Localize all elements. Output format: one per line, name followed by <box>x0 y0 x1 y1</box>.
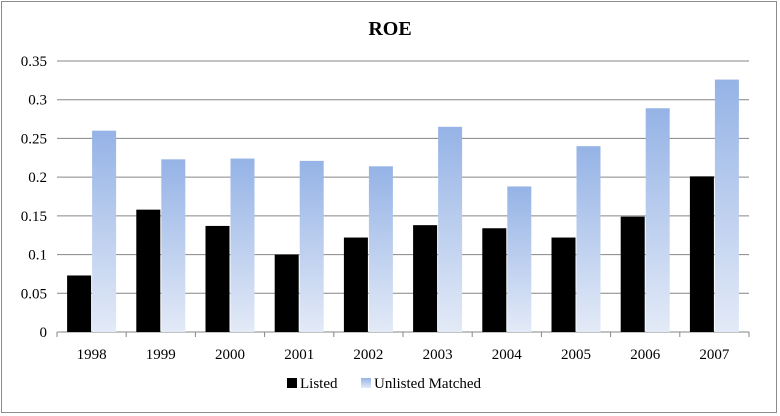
x-tick-label: 1998 <box>77 347 107 363</box>
x-tick-label: 2000 <box>215 347 245 363</box>
legend-swatch-unlisted-matched <box>361 378 371 388</box>
bars <box>67 79 739 332</box>
y-tick-label: 0.2 <box>28 170 47 186</box>
x-tick-label: 2001 <box>284 347 314 363</box>
x-axis: 1998 1999 2000 2001 2002 2003 2004 2005 2006 2007 <box>56 332 750 363</box>
y-tick-label: 0.15 <box>21 209 47 225</box>
y-axis: 0 0.05 0.1 0.15 0.2 0.25 0.3 0.35 <box>21 54 47 341</box>
x-tick-label: 1999 <box>146 347 176 363</box>
bar-listed-2000 <box>205 225 230 332</box>
bar-unlisted-matched-1998 <box>92 130 117 332</box>
bar-unlisted-matched-2004 <box>507 186 532 332</box>
bar-listed-1999 <box>136 209 161 332</box>
legend-swatch-listed <box>287 378 297 388</box>
legend-label-unlisted-matched: Unlisted Matched <box>374 376 482 392</box>
x-tick-label: 2003 <box>423 347 453 363</box>
bar-unlisted-matched-2005 <box>576 146 601 332</box>
bar-unlisted-matched-2001 <box>299 160 324 332</box>
bar-listed-2006 <box>620 216 645 332</box>
bar-listed-2007 <box>689 176 714 332</box>
bar-listed-2002 <box>343 237 368 332</box>
chart-title: ROE <box>368 18 411 40</box>
legend: Listed Unlisted Matched <box>287 376 482 392</box>
bar-listed-1998 <box>67 275 92 332</box>
legend-label-listed: Listed <box>300 376 338 392</box>
y-tick-label: 0.25 <box>21 131 47 147</box>
x-tick-label: 2002 <box>353 347 383 363</box>
y-tick-label: 0.35 <box>21 54 47 70</box>
bar-unlisted-matched-1999 <box>161 159 186 332</box>
bar-unlisted-matched-2007 <box>714 79 739 332</box>
x-tick-label: 2007 <box>699 347 730 363</box>
y-tick-label: 0.1 <box>28 248 47 264</box>
y-tick-label: 0 <box>40 325 48 341</box>
bar-unlisted-matched-2000 <box>230 158 255 332</box>
x-tick-label: 2005 <box>561 347 591 363</box>
bar-listed-2003 <box>413 225 438 332</box>
gridlines <box>57 60 749 333</box>
bar-listed-2005 <box>551 237 576 332</box>
bar-unlisted-matched-2003 <box>438 126 463 332</box>
bar-listed-2004 <box>482 228 507 332</box>
y-tick-label: 0.3 <box>28 93 47 109</box>
bar-unlisted-matched-2006 <box>645 108 670 332</box>
bar-unlisted-matched-2002 <box>368 166 393 332</box>
y-tick-label: 0.05 <box>21 286 47 302</box>
x-tick-label: 2004 <box>492 347 523 363</box>
x-tick-label: 2006 <box>630 347 661 363</box>
bar-listed-2001 <box>274 254 299 332</box>
